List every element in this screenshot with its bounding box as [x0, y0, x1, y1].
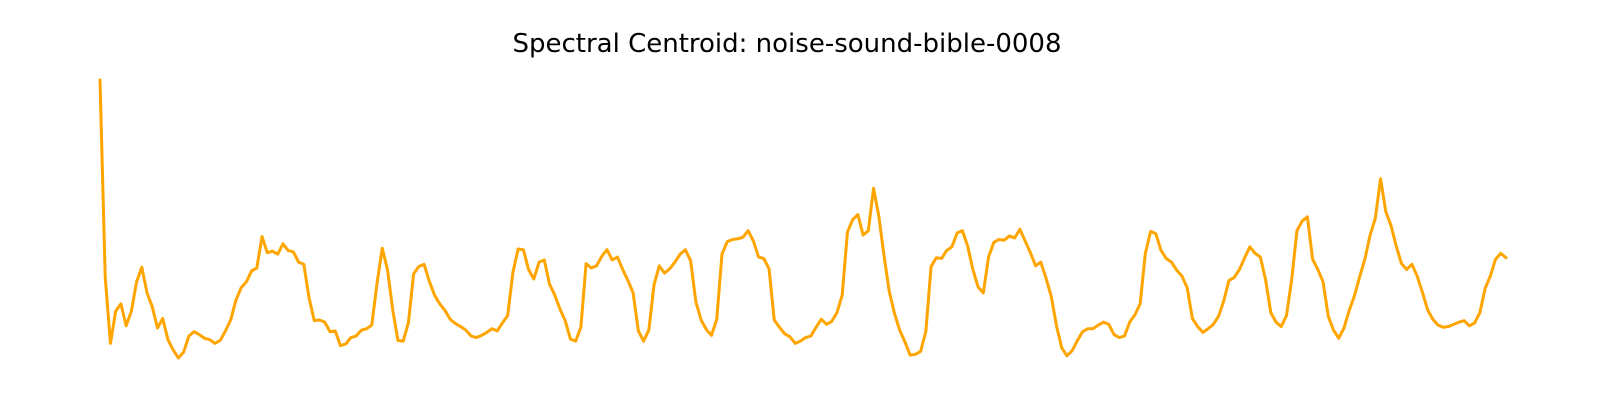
plot-area	[98, 78, 1508, 360]
spectral-centroid-line	[98, 78, 1508, 360]
chart-title: Spectral Centroid: noise-sound-bible-000…	[512, 29, 1061, 59]
